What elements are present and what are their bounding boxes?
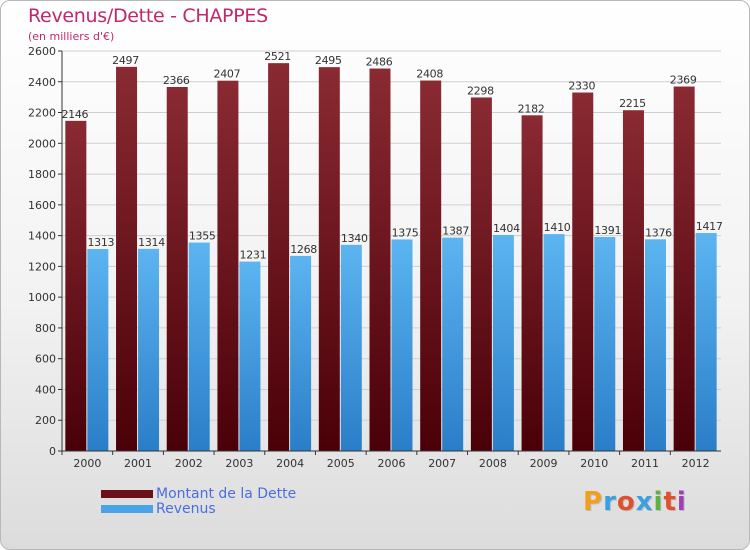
- x-tick-label: 2012: [682, 457, 710, 470]
- x-tick-label: 2005: [327, 457, 355, 470]
- data-label-debt: 2182: [518, 102, 545, 115]
- bar-revenue: [442, 237, 464, 451]
- proxiti-logo: Proxiti: [583, 487, 687, 517]
- chart-title: Revenus/Dette - CHAPPES: [28, 5, 268, 27]
- logo-letter: i: [676, 487, 687, 517]
- bar-revenue: [695, 233, 717, 451]
- logo-letter: r: [603, 487, 617, 517]
- bar-revenue: [87, 249, 109, 451]
- logo-letter: i: [653, 487, 664, 517]
- bar-revenue: [290, 255, 312, 451]
- data-label-revenue: 1355: [189, 230, 216, 243]
- x-tick-label: 2009: [530, 457, 558, 470]
- bar-debt: [268, 63, 290, 452]
- x-tick-label: 2011: [631, 457, 659, 470]
- bar-debt: [470, 97, 492, 451]
- data-label-debt: 2215: [619, 97, 646, 110]
- data-label-revenue: 1340: [341, 232, 368, 245]
- y-tick-label: 800: [35, 322, 56, 335]
- data-label-revenue: 1375: [392, 226, 419, 239]
- logo-letter: x: [635, 487, 654, 517]
- y-tick-label: 1200: [28, 260, 56, 273]
- y-tick-label: 2000: [28, 137, 56, 150]
- y-tick-label: 400: [35, 383, 56, 396]
- data-label-debt: 2366: [163, 74, 190, 87]
- legend-swatch-debt: [101, 490, 153, 498]
- data-label-debt: 2521: [264, 50, 291, 63]
- x-tick-label: 2006: [378, 457, 406, 470]
- bar-revenue: [340, 244, 362, 451]
- x-tick-label: 2000: [73, 457, 101, 470]
- x-tick-label: 2002: [175, 457, 203, 470]
- y-tick-label: 1000: [28, 291, 56, 304]
- bar-debt: [521, 115, 543, 452]
- x-tick-label: 2001: [124, 457, 152, 470]
- data-label-debt: 2330: [568, 80, 595, 93]
- legend-label-debt: Montant de la Dette: [156, 486, 297, 502]
- bar-debt: [572, 92, 594, 452]
- x-tick-label: 2008: [479, 457, 507, 470]
- data-label-debt: 2407: [214, 68, 241, 81]
- data-label-revenue: 1231: [240, 249, 267, 262]
- bar-revenue: [138, 248, 160, 451]
- data-label-revenue: 1268: [290, 243, 317, 256]
- logo-letter: t: [663, 487, 677, 517]
- bar-debt: [622, 110, 644, 451]
- y-tick-label: 1400: [28, 230, 56, 243]
- bar-revenue: [644, 239, 666, 451]
- bar-revenue: [594, 237, 616, 451]
- data-label-revenue: 1410: [544, 221, 571, 234]
- y-tick-label: 600: [35, 353, 56, 366]
- data-label-revenue: 1417: [696, 220, 723, 233]
- bar-revenue: [492, 235, 514, 451]
- data-label-debt: 2369: [670, 74, 697, 87]
- data-label-revenue: 1376: [645, 226, 672, 239]
- y-tick-label: 2600: [28, 45, 56, 58]
- data-label-debt: 2298: [467, 84, 494, 97]
- data-label-revenue: 1391: [594, 224, 621, 237]
- legend-swatch-revenue: [101, 505, 153, 513]
- logo-letter: o: [616, 487, 636, 517]
- data-label-debt: 2497: [112, 54, 139, 67]
- bar-debt: [65, 120, 87, 451]
- y-tick-label: 0: [49, 445, 56, 458]
- data-label-revenue: 1387: [442, 225, 469, 238]
- chart-subtitle: (en milliers d'€): [28, 30, 115, 43]
- bar-debt: [217, 80, 239, 451]
- bar-debt: [673, 86, 695, 452]
- bar-revenue: [543, 234, 565, 451]
- bar-revenue: [239, 261, 261, 451]
- bar-debt: [369, 68, 391, 452]
- x-tick-label: 2010: [580, 457, 608, 470]
- y-tick-label: 2400: [28, 76, 56, 89]
- data-label-debt: 2408: [416, 68, 443, 81]
- legend-label-revenue: Revenus: [156, 501, 216, 517]
- x-tick-label: 2003: [225, 457, 253, 470]
- bar-debt: [318, 67, 340, 452]
- data-label-revenue: 1404: [493, 222, 520, 235]
- y-tick-label: 200: [35, 414, 56, 427]
- bar-debt: [166, 87, 188, 451]
- data-label-debt: 2495: [315, 54, 342, 67]
- data-label-revenue: 1314: [138, 236, 165, 249]
- x-tick-label: 2004: [276, 457, 304, 470]
- data-label-debt: 2146: [61, 108, 88, 121]
- logo-letter: P: [583, 487, 604, 517]
- data-label-debt: 2486: [366, 56, 393, 69]
- bar-debt: [420, 80, 442, 452]
- bar-revenue: [188, 242, 210, 451]
- y-tick-label: 2200: [28, 107, 56, 120]
- data-label-revenue: 1313: [87, 236, 114, 249]
- y-tick-label: 1600: [28, 199, 56, 212]
- x-tick-label: 2007: [428, 457, 456, 470]
- bar-debt: [116, 66, 138, 451]
- y-tick-label: 1800: [28, 168, 56, 181]
- bar-revenue: [391, 239, 413, 451]
